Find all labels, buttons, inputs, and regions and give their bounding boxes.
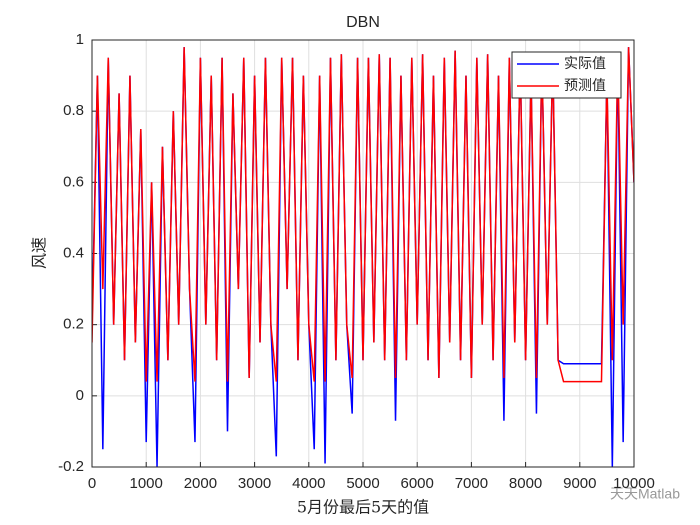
x-tick-label: 7000 bbox=[455, 475, 488, 492]
x-tick-label: 5000 bbox=[346, 475, 379, 492]
legend-box bbox=[511, 51, 622, 99]
y-tick-label: 0 bbox=[76, 387, 84, 404]
data-line bbox=[92, 47, 634, 383]
x-tick-label: 2000 bbox=[184, 475, 217, 492]
x-tick-label: 3000 bbox=[238, 475, 271, 492]
y-axis-label: 风速 bbox=[30, 237, 49, 269]
y-tick-label: -0.2 bbox=[58, 458, 84, 475]
x-tick-label: 8000 bbox=[509, 475, 542, 492]
legend-label: 实际值 bbox=[564, 56, 606, 72]
x-axis-label: 5月份最后5天的值 bbox=[297, 498, 429, 517]
x-tick-label: 10000 bbox=[613, 475, 655, 492]
y-tick-label: 0.8 bbox=[63, 102, 84, 119]
x-tick-label: 9000 bbox=[563, 475, 596, 492]
legend-label: 预测值 bbox=[564, 78, 606, 94]
x-tick-label: 6000 bbox=[401, 475, 434, 492]
x-tick-label: 1000 bbox=[130, 475, 163, 492]
x-tick-label: 4000 bbox=[292, 475, 325, 492]
axes-box bbox=[91, 39, 635, 468]
x-tick-label: 0 bbox=[88, 475, 96, 492]
y-tick-label: 0.2 bbox=[63, 316, 84, 333]
y-tick-label: 1 bbox=[76, 31, 84, 48]
watermark: 天天Matlab bbox=[610, 486, 680, 502]
chart-title: DBN bbox=[346, 14, 380, 31]
y-tick-label: 0.6 bbox=[63, 173, 84, 190]
y-tick-label: 0.4 bbox=[63, 244, 84, 261]
